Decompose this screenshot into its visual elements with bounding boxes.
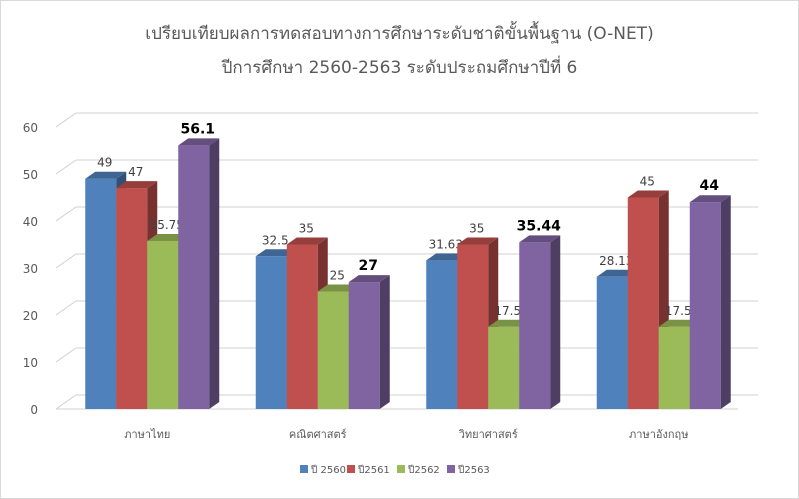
- y-tick-label: 50: [23, 168, 38, 182]
- bar-side: [550, 235, 561, 409]
- bar-top: [255, 249, 297, 257]
- bar: [255, 256, 287, 409]
- data-label: 47: [128, 165, 143, 179]
- bar-top: [426, 253, 468, 261]
- data-label: 35: [299, 222, 314, 236]
- bar-top: [627, 190, 669, 198]
- data-label: 31.63: [429, 237, 463, 251]
- bar: [519, 242, 551, 409]
- x-category-label: คณิตศาสตร์: [289, 428, 347, 441]
- bar: [317, 291, 349, 409]
- data-label: 56.1: [180, 121, 215, 137]
- data-label: 27: [359, 258, 378, 274]
- bar: [178, 145, 210, 409]
- x-category-label: ภาษาอังกฤษ: [629, 428, 688, 441]
- gridline-depth: [55, 112, 77, 128]
- y-tick-label: 40: [23, 215, 38, 229]
- bar: [286, 244, 318, 409]
- gridline-depth: [55, 253, 77, 269]
- bar-top: [596, 269, 638, 277]
- bar: [488, 326, 520, 409]
- data-label: 35: [469, 222, 484, 236]
- bar: [85, 178, 117, 409]
- bar-top: [519, 235, 561, 243]
- legend-label: ปี2562: [407, 464, 439, 476]
- bar-top: [457, 237, 499, 245]
- legend-swatch: [347, 465, 355, 473]
- bar-top: [348, 275, 390, 283]
- y-tick-label: 30: [23, 262, 38, 276]
- bar-top: [488, 319, 530, 327]
- bar: [457, 244, 489, 409]
- data-label: 49: [97, 156, 112, 170]
- bar-top: [658, 319, 700, 327]
- legend-label: ปี2563: [457, 464, 489, 476]
- gridline-depth: [55, 394, 77, 410]
- bar-side: [209, 138, 220, 409]
- data-label: 25: [330, 269, 345, 283]
- bar-top: [147, 233, 189, 241]
- data-label: 28.13: [599, 254, 633, 268]
- bar: [658, 326, 690, 409]
- bar-top: [317, 284, 359, 292]
- bar-top: [116, 181, 158, 189]
- y-tick-label: 0: [30, 403, 38, 417]
- legend-swatch: [300, 465, 308, 473]
- data-label: 17.5: [665, 304, 692, 318]
- bar-top: [85, 171, 127, 179]
- bar: [116, 188, 148, 409]
- data-label: 44: [700, 178, 720, 194]
- legend-label: ปี 2560: [310, 464, 346, 476]
- chart-title: เปรียบเทียบผลการทดสอบทางการศึกษาระดับชาต…: [145, 24, 654, 44]
- bar-top: [178, 138, 220, 146]
- data-label: 35.44: [517, 218, 562, 234]
- data-label: 45: [640, 175, 655, 189]
- data-label: 17.5: [494, 304, 521, 318]
- gridline-depth: [55, 347, 77, 363]
- data-label: 35.75: [150, 218, 184, 232]
- y-tick-label: 60: [23, 121, 38, 135]
- legend-swatch: [397, 465, 405, 473]
- y-tick-label: 20: [23, 309, 38, 323]
- bar: [348, 282, 380, 409]
- legend-swatch: [447, 465, 455, 473]
- gridline-depth: [55, 300, 77, 316]
- bar-side: [379, 275, 390, 409]
- bar: [426, 260, 458, 409]
- gridline-depth: [55, 159, 77, 175]
- bar: [596, 276, 628, 409]
- bar: [147, 240, 179, 409]
- legend-label: ปี2561: [357, 464, 389, 476]
- chart-subtitle: ปีการศึกษา 2560-2563 ระดับประถมศึกษาปีที…: [221, 58, 578, 78]
- gridline-depth: [55, 206, 77, 222]
- x-category-label: วิทยาศาสตร์: [458, 428, 518, 441]
- bar-top: [689, 195, 731, 203]
- bar-side: [720, 195, 731, 409]
- x-category-label: ภาษาไทย: [124, 428, 170, 441]
- y-tick-label: 10: [23, 356, 38, 370]
- bar: [689, 202, 721, 409]
- data-label: 32.5: [262, 233, 289, 247]
- bar: [627, 197, 659, 409]
- bar-top: [286, 237, 328, 245]
